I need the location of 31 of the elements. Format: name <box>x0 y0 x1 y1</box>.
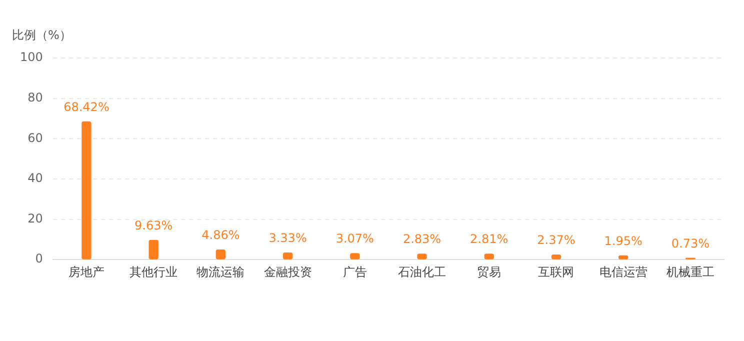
data-label: 2.83% <box>402 232 442 246</box>
data-label: 9.63% <box>134 218 173 232</box>
data-label: 2.81% <box>470 232 508 246</box>
x-tick-label: 电信运营 <box>599 264 648 279</box>
y-tick-label: 20 <box>28 211 43 226</box>
data-label: 68.42% <box>64 100 110 114</box>
bar <box>282 252 293 260</box>
data-label: 4.86% <box>202 228 240 242</box>
bar <box>216 249 226 260</box>
x-tick-label: 广告 <box>342 264 367 279</box>
x-tick-label: 互联网 <box>538 264 574 279</box>
y-tick-label: 80 <box>28 90 43 104</box>
bar <box>148 240 158 260</box>
data-label: 3.33% <box>268 231 307 246</box>
data-label: 0.73% <box>671 236 710 250</box>
data-label: 3.07% <box>336 232 374 246</box>
y-tick-label: 100 <box>20 50 43 64</box>
x-tick-label: 金融投资 <box>264 264 312 279</box>
x-tick-label: 其他行业 <box>130 264 178 279</box>
x-tick-label: 贸易 <box>477 264 502 279</box>
y-axis-title: 比例（%） <box>12 28 72 42</box>
data-label: 2.37% <box>537 232 576 247</box>
bar <box>82 121 92 260</box>
y-tick-label: 40 <box>28 171 43 186</box>
data-label: 1.95% <box>604 234 642 248</box>
x-tick-label: 物流运输 <box>196 264 245 279</box>
y-tick-label: 60 <box>28 130 43 145</box>
x-tick-label: 房地产 <box>68 264 104 279</box>
x-tick-label: 石油化工 <box>398 264 446 279</box>
y-tick-label: 0 <box>35 252 43 266</box>
x-tick-label: 机械重工 <box>666 264 714 279</box>
